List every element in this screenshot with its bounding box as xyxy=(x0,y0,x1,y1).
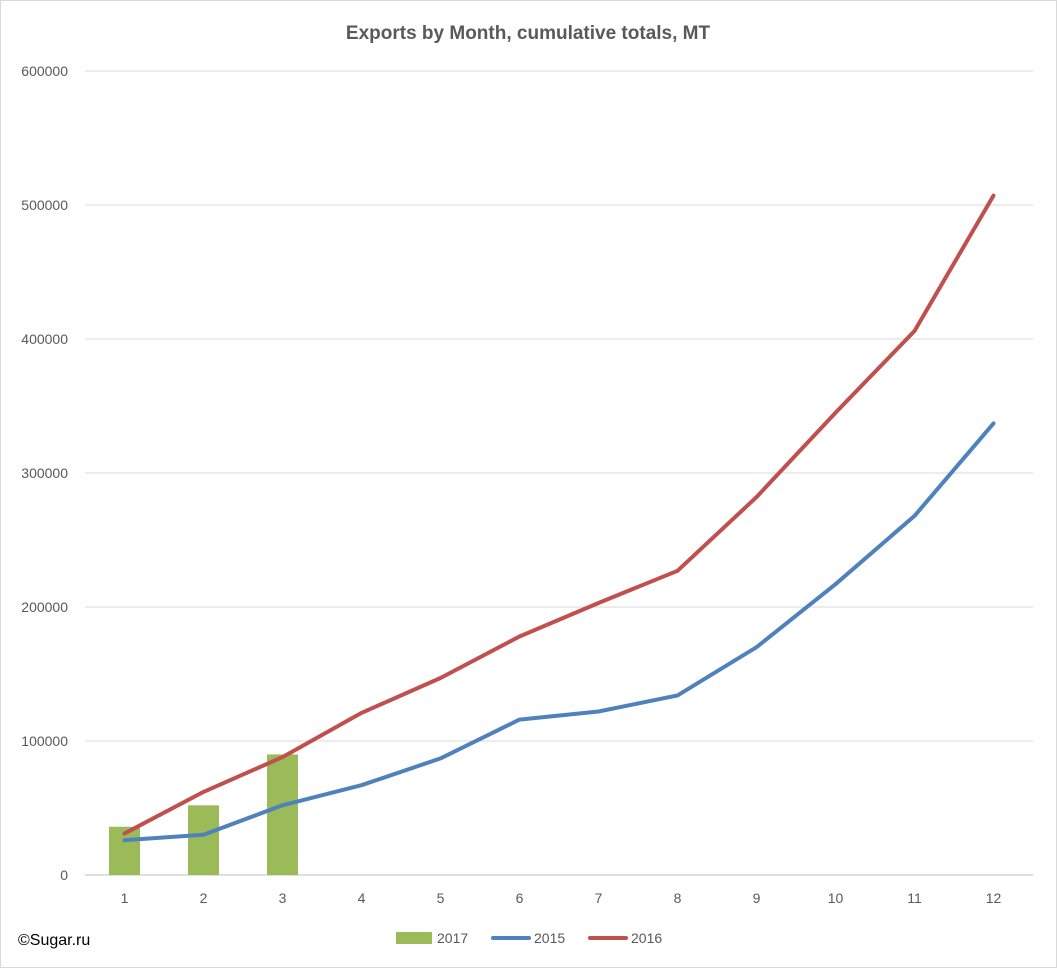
line-series xyxy=(122,193,996,843)
y-tick-label: 600000 xyxy=(21,63,68,79)
series-line xyxy=(122,421,996,843)
x-tick-label: 12 xyxy=(986,890,1002,906)
legend-swatch xyxy=(396,932,432,944)
x-tick-label: 9 xyxy=(753,890,761,906)
x-tick-label: 11 xyxy=(907,890,922,906)
bar-series xyxy=(109,754,298,875)
legend: 2017 2015 2016 xyxy=(396,930,662,946)
y-tick-label: 0 xyxy=(60,867,68,883)
x-tick-label: 7 xyxy=(595,890,603,906)
x-tick-label: 2 xyxy=(200,890,208,906)
x-tick-label: 6 xyxy=(516,890,524,906)
y-tick-label: 100000 xyxy=(21,733,68,749)
y-tick-label: 300000 xyxy=(21,465,68,481)
legend-label: 2017 xyxy=(437,930,468,946)
x-tick-label: 1 xyxy=(121,890,129,906)
bar xyxy=(267,754,298,875)
bar xyxy=(188,805,219,875)
y-tick-label: 400000 xyxy=(21,331,68,347)
x-tick-label: 3 xyxy=(279,890,287,906)
chart-title: Exports by Month, cumulative totals, MT xyxy=(346,23,711,44)
y-tick-label: 200000 xyxy=(21,599,68,615)
x-tick-label: 4 xyxy=(358,890,366,906)
y-tick-label: 500000 xyxy=(21,197,68,213)
x-tick-label: 5 xyxy=(437,890,445,906)
x-axis-ticks: 1 2 3 4 5 6 7 8 9 10 11 12 xyxy=(121,890,1002,906)
series-line xyxy=(122,193,996,836)
source-label: ©Sugar.ru xyxy=(18,932,90,949)
legend-label: 2016 xyxy=(631,930,662,946)
gridlines xyxy=(85,70,1033,876)
y-axis-ticks: 0 100000 200000 300000 400000 500000 600000 xyxy=(21,63,68,883)
x-tick-label: 10 xyxy=(828,890,844,906)
legend-label: 2015 xyxy=(534,930,565,946)
x-tick-label: 8 xyxy=(674,890,682,906)
